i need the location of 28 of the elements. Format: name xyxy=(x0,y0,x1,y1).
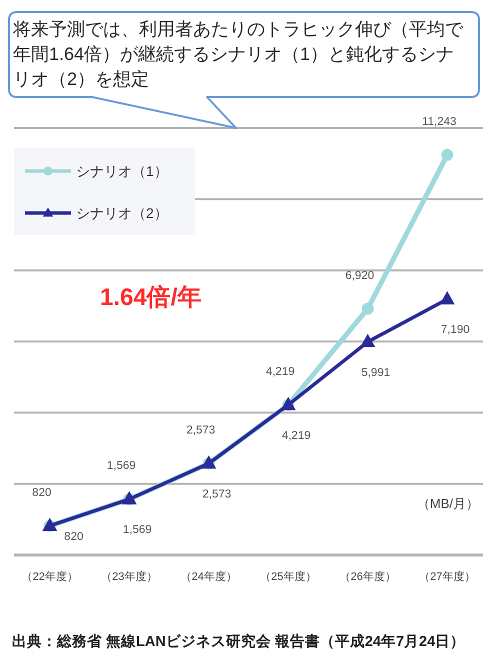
y-axis-title: （MB/月） xyxy=(416,496,479,511)
point xyxy=(441,148,454,161)
point xyxy=(362,302,374,315)
point xyxy=(440,291,455,304)
data-label: 820 xyxy=(64,530,84,543)
data-label: 1,569 xyxy=(106,460,136,472)
x-tick-label: （26年度） xyxy=(340,570,396,583)
data-label: 4,219 xyxy=(282,430,311,442)
data-label: 4,219 xyxy=(266,366,295,378)
data-label: 6,920 xyxy=(345,270,374,282)
x-tick-label: （24年度） xyxy=(180,570,237,583)
data-label: 11,243 xyxy=(422,116,456,128)
x-tick-label: （22年度） xyxy=(22,570,78,583)
point xyxy=(360,334,376,348)
data-label: 7,190 xyxy=(440,324,470,336)
legend-label: シナリオ（1） xyxy=(76,163,168,179)
data-label: 5,991 xyxy=(361,366,390,379)
data-label: 1,569 xyxy=(122,524,152,536)
x-tick-label: （25年度） xyxy=(260,570,316,583)
legend-label: シナリオ（2） xyxy=(76,205,168,221)
data-label: 2,573 xyxy=(202,488,232,500)
data-label: 2,573 xyxy=(186,424,216,436)
x-tick-label: （27年度） xyxy=(419,570,476,583)
source-note: 出典：総務省 無線LANビジネス研究会 報告書（平成24年7月24日） xyxy=(12,632,466,650)
x-tick-label: （23年度） xyxy=(101,570,158,583)
text: 将来予測では、利用者あたりのトラヒック伸び（平均で年間1.64倍）が継続するシナリオ（1）と鈍化するシナリオ（2）を想定 xyxy=(12,19,464,89)
data-label: 820 xyxy=(32,486,52,499)
annotation: 1.64倍/年 xyxy=(100,284,202,311)
